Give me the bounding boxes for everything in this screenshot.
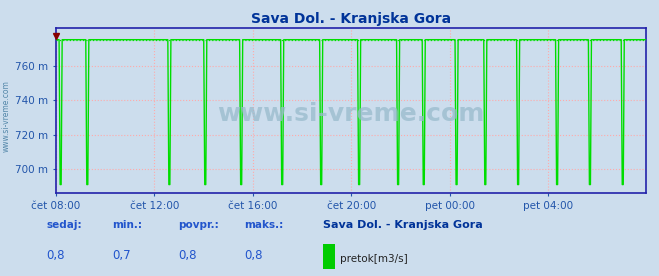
Text: maks.:: maks.: — [244, 220, 283, 230]
Text: www.si-vreme.com: www.si-vreme.com — [2, 80, 11, 152]
Text: pretok[m3/s]: pretok[m3/s] — [340, 254, 408, 264]
Text: min.:: min.: — [112, 220, 142, 230]
Text: sedaj:: sedaj: — [46, 220, 82, 230]
Text: www.si-vreme.com: www.si-vreme.com — [217, 102, 484, 126]
Title: Sava Dol. - Kranjska Gora: Sava Dol. - Kranjska Gora — [251, 12, 451, 26]
Text: povpr.:: povpr.: — [178, 220, 219, 230]
Text: 0,8: 0,8 — [178, 250, 196, 262]
Text: 0,8: 0,8 — [244, 250, 262, 262]
Text: Sava Dol. - Kranjska Gora: Sava Dol. - Kranjska Gora — [323, 220, 482, 230]
Text: 0,8: 0,8 — [46, 250, 65, 262]
Text: 0,7: 0,7 — [112, 250, 130, 262]
